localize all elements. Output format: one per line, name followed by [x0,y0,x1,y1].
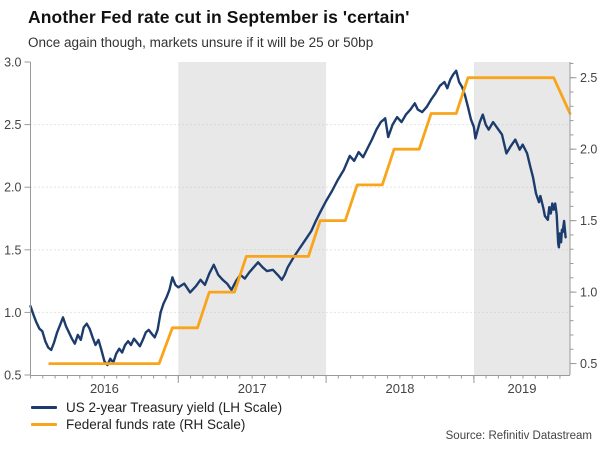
legend-label-fed-funds: Federal funds rate (RH Scale) [66,417,246,432]
fed-funds-rate-line [48,76,572,366]
year-label: 2017 [238,381,267,396]
tick-label: 1.0 [580,286,597,300]
tick-label: 2.5 [4,118,21,132]
year-label: 2018 [386,381,415,396]
tick-label: 0.5 [580,357,597,371]
chart-subtitle: Once again though, markets unsure if it … [28,35,374,50]
tick-label: 1.5 [4,243,21,257]
year-label: 2019 [508,381,537,396]
legend-item-treasury-yield: US 2-year Treasury yield (LH Scale) [31,399,282,416]
year-shading-band [473,62,570,375]
x-axis-ticks: 2016 2017 2018 2019 [30,375,561,396]
legend-item-fed-funds: Federal funds rate (RH Scale) [31,416,282,433]
axes [30,62,571,376]
year-shading-band [178,62,327,375]
tick-label: 0.5 [4,369,21,383]
fed-funds-line-swatch [31,423,57,426]
chart-legend: US 2-year Treasury yield (LH Scale) Fede… [31,399,282,433]
tick-label: 1.0 [4,306,21,320]
tick-label: 2.0 [580,143,597,157]
source-credit: Source: Refinitiv Datastream [445,430,592,442]
tick-label: 1.5 [580,214,597,228]
tick-label: 2.0 [4,181,21,195]
tick-label: 3.0 [4,56,21,70]
year-shading-bands [178,62,570,375]
legend-label-treasury-yield: US 2-year Treasury yield (LH Scale) [66,400,283,415]
right-axis-ticks: 0.5 1.0 1.5 2.0 2.5 [570,62,597,371]
tick-label: 2.5 [580,71,597,85]
chart-title: Another Fed rate cut in September is 'ce… [28,7,410,27]
left-axis-ticks: 0.5 1.0 1.5 2.0 2.5 3.0 [4,56,31,383]
treasury-yield-line-swatch [31,406,57,409]
year-label: 2016 [90,381,119,396]
